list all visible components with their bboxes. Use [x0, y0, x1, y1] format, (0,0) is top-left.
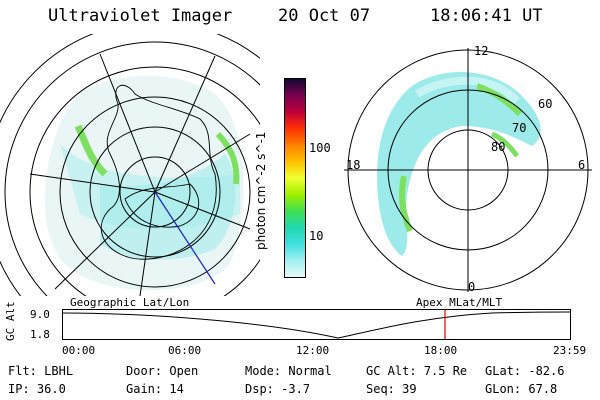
altitude-tick-low: 1.8: [30, 328, 50, 341]
colorbar-tick-10: 10: [309, 229, 324, 243]
time-tick-0000: 00:00: [62, 344, 96, 357]
colorbar-tick-100: 100: [309, 141, 331, 155]
time-tick-1800: 18:00: [424, 344, 458, 357]
mlat-label-80: 80: [491, 140, 506, 154]
mlt-label-0: 0: [468, 280, 476, 294]
mlat-label-60: 60: [538, 97, 553, 111]
geographic-map: [0, 34, 260, 296]
mlt-label-6: 6: [578, 158, 586, 172]
time-tick-0600: 06:00: [168, 344, 202, 357]
altitude-plot: [62, 309, 571, 340]
altitude-tick-high: 9.0: [30, 308, 50, 321]
colorbar: [284, 78, 306, 278]
instrument-title: Ultraviolet Imager: [48, 6, 233, 26]
filter-status: Flt: LBHL: [8, 364, 74, 378]
mlt-label-12: 12: [474, 44, 489, 58]
time-tick-1200: 12:00: [296, 344, 330, 357]
ip-status: IP: 36.0: [8, 382, 66, 396]
colorbar-unit-label: photon cm^-2 s^-1: [254, 131, 268, 250]
mode-status: Mode: Normal: [245, 364, 332, 378]
glon-status: GLon: 67.8: [485, 382, 558, 396]
dsp-status: Dsp: -3.7: [245, 382, 311, 396]
right-map-caption: Apex MLat/MLT: [416, 296, 503, 309]
altitude-axis-label: GC Alt: [4, 301, 17, 341]
date-label: 20 Oct 07: [278, 6, 371, 26]
door-status: Door: Open: [126, 364, 199, 378]
glat-status: GLat: -82.6: [485, 364, 565, 378]
left-map-caption: Geographic Lat/Lon: [70, 296, 190, 309]
mlt-label-18: 18: [346, 158, 361, 172]
mlat-label-70: 70: [512, 121, 527, 135]
seq-status: Seq: 39: [366, 382, 417, 396]
gain-status: Gain: 14: [126, 382, 184, 396]
time-tick-2359: 23:59: [553, 344, 587, 357]
time-label: 18:06:41 UT: [430, 6, 543, 26]
magnetic-map: [344, 48, 592, 292]
gc-altitude-status: GC Alt: 7.5 Re: [366, 364, 468, 378]
